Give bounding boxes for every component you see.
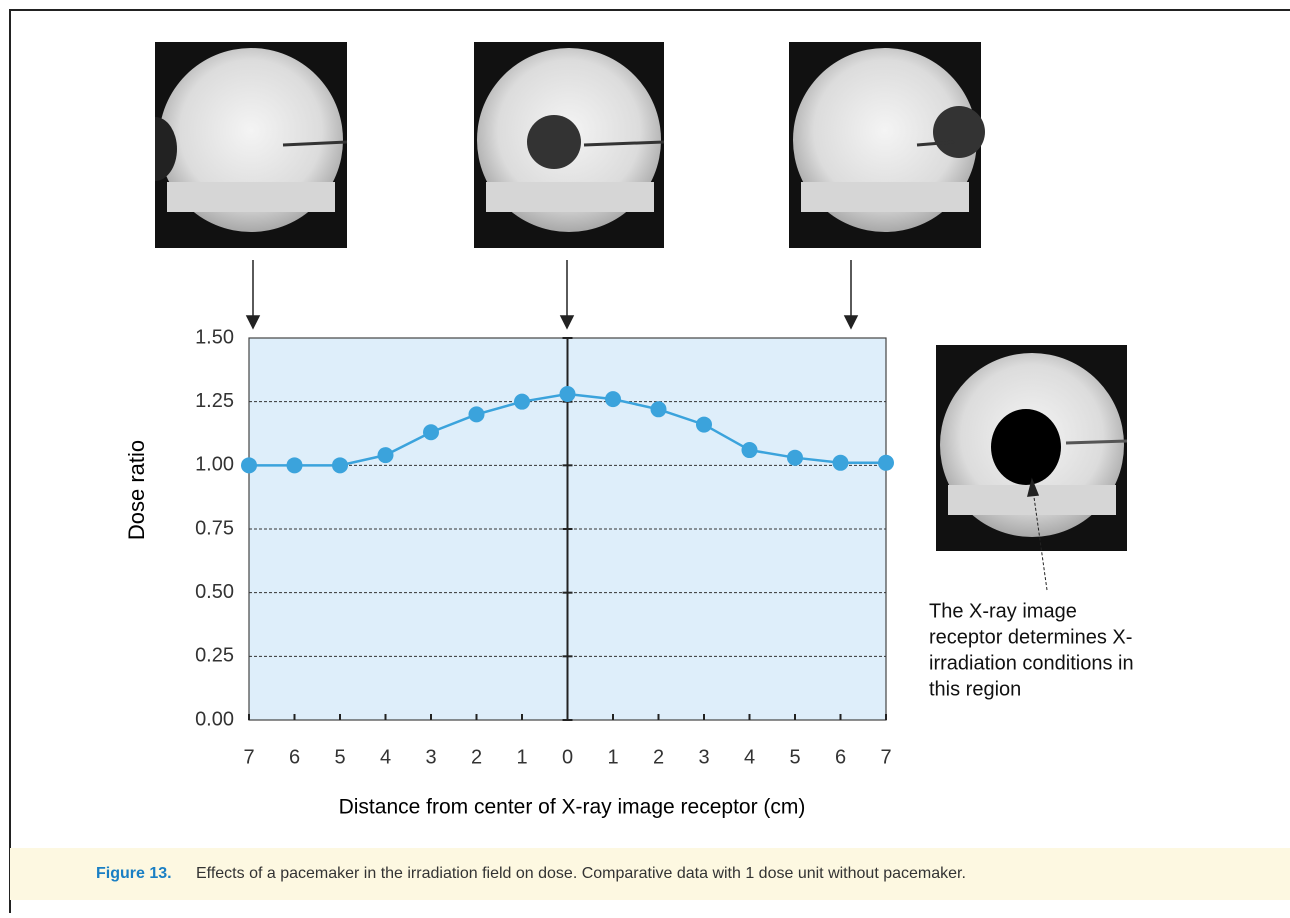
y-tick-label: 0.50 xyxy=(195,581,234,603)
data-point xyxy=(378,447,394,463)
y-tick-label: 1.25 xyxy=(195,390,234,412)
x-tick-label: 7 xyxy=(880,746,891,768)
data-point xyxy=(651,401,667,417)
data-point xyxy=(833,455,849,471)
xray-image xyxy=(936,345,1127,551)
caption-text: Effects of a pacemaker in the irradiatio… xyxy=(196,865,966,882)
y-tick-label: 0.75 xyxy=(195,517,234,539)
data-point xyxy=(514,394,530,410)
y-tick-label: 0.00 xyxy=(195,708,234,730)
data-point xyxy=(241,457,257,473)
data-point xyxy=(560,386,576,402)
x-tick-label: 0 xyxy=(562,746,573,768)
x-tick-label: 7 xyxy=(243,746,254,768)
x-tick-label: 2 xyxy=(653,746,664,768)
annotation-line: irradiation conditions in xyxy=(929,652,1134,674)
y-tick-label: 0.25 xyxy=(195,645,234,667)
annotation-line: this region xyxy=(929,678,1021,700)
data-point xyxy=(332,457,348,473)
x-tick-label: 1 xyxy=(516,746,527,768)
x-axis-label: Distance from center of X-ray image rece… xyxy=(339,796,806,819)
data-point xyxy=(605,391,621,407)
x-tick-label: 1 xyxy=(607,746,618,768)
x-tick-label: 5 xyxy=(789,746,800,768)
y-tick-label: 1.00 xyxy=(195,454,234,476)
xray-image xyxy=(155,42,347,248)
data-point xyxy=(696,417,712,433)
x-tick-label: 2 xyxy=(471,746,482,768)
x-tick-label: 3 xyxy=(698,746,709,768)
data-point xyxy=(469,406,485,422)
figure: Dose ratio Distance from center of X-ray… xyxy=(0,0,1290,913)
x-tick-label: 6 xyxy=(835,746,846,768)
data-point xyxy=(287,457,303,473)
x-tick-label: 6 xyxy=(289,746,300,768)
x-tick-label: 3 xyxy=(425,746,436,768)
data-point xyxy=(878,455,894,471)
y-axis-label: Dose ratio xyxy=(124,440,149,540)
x-tick-label: 4 xyxy=(380,746,391,768)
data-point xyxy=(423,424,439,440)
y-tick-label: 1.50 xyxy=(195,326,234,348)
x-tick-label: 5 xyxy=(334,746,345,768)
data-point xyxy=(787,450,803,466)
annotation-line: The X-ray image xyxy=(929,600,1077,622)
xray-image xyxy=(474,42,664,248)
caption-label: Figure 13. xyxy=(96,865,172,882)
x-tick-label: 4 xyxy=(744,746,755,768)
xray-image xyxy=(789,42,985,248)
data-point xyxy=(742,442,758,458)
annotation-line: receptor determines X- xyxy=(929,626,1132,648)
